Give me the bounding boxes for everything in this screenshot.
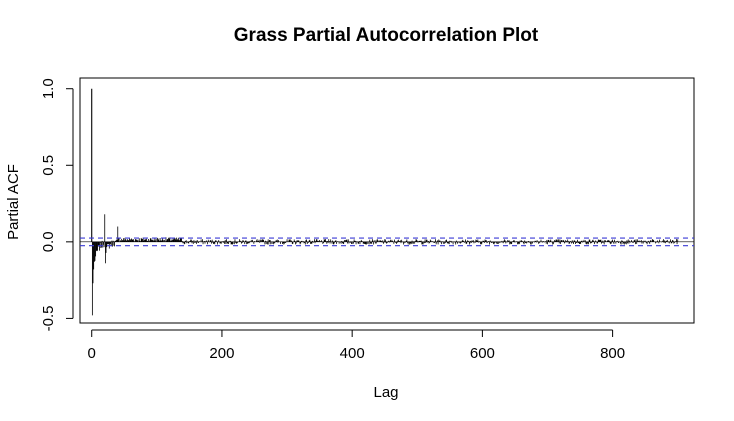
x-tick-label: 200 bbox=[209, 345, 234, 362]
y-tick-label: -0.5 bbox=[40, 305, 57, 331]
y-tick-label: 0.0 bbox=[40, 231, 57, 252]
x-tick-label: 600 bbox=[470, 345, 495, 362]
y-tick-label: 0.5 bbox=[40, 155, 57, 176]
x-tick-label: 400 bbox=[340, 345, 365, 362]
pacf-marks bbox=[80, 88, 694, 316]
x-tick-label: 800 bbox=[600, 345, 625, 362]
plot-frame bbox=[79, 77, 695, 324]
axes: 0 200 400 600 800 -0.5 0.0 0.5 1.0 bbox=[40, 78, 625, 362]
x-tick-label: 0 bbox=[88, 345, 96, 362]
chart-title: Grass Partial Autocorrelation Plot bbox=[234, 25, 539, 46]
x-axis-label: Lag bbox=[373, 384, 398, 401]
y-axis-label: Partial ACF bbox=[5, 164, 22, 240]
y-tick-label: 1.0 bbox=[40, 78, 57, 99]
